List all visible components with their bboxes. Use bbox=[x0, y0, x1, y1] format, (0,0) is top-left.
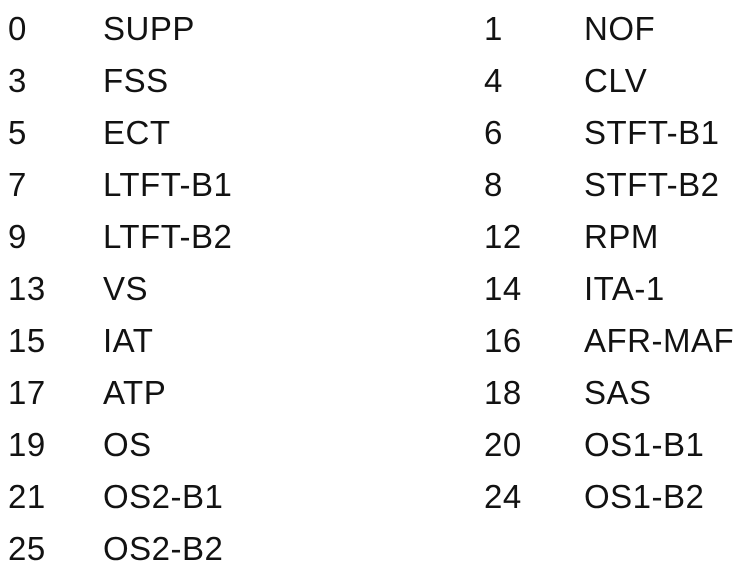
pid-number-left: 17 bbox=[8, 373, 46, 411]
pid-label-left: OS bbox=[103, 425, 152, 463]
pid-label-left: VS bbox=[103, 269, 149, 307]
table-row: 9 LTFT-B2 12 RPM bbox=[0, 210, 736, 262]
pid-label-right: ITA-1 bbox=[584, 269, 665, 307]
pid-number-right: 14 bbox=[484, 269, 522, 307]
pid-label-right: SAS bbox=[584, 373, 652, 411]
pid-label-right: CLV bbox=[584, 61, 648, 99]
pid-label-right: NOF bbox=[584, 9, 656, 47]
pid-number-right: 18 bbox=[484, 373, 522, 411]
pid-number-left: 13 bbox=[8, 269, 46, 307]
pid-label-right: AFR-MAF bbox=[584, 321, 735, 359]
pid-number-right: 16 bbox=[484, 321, 522, 359]
pid-number-right: 6 bbox=[484, 113, 503, 151]
table-row: 5 ECT 6 STFT-B1 bbox=[0, 106, 736, 158]
pid-number-left: 9 bbox=[8, 217, 27, 255]
pid-number-left: 0 bbox=[8, 9, 27, 47]
pid-label-left: LTFT-B2 bbox=[103, 217, 233, 255]
pid-label-left: OS2-B2 bbox=[103, 529, 224, 567]
pid-label-right: OS1-B1 bbox=[584, 425, 705, 463]
pid-label-left: LTFT-B1 bbox=[103, 165, 233, 203]
pid-number-right: 1 bbox=[484, 9, 503, 47]
pid-label-right: STFT-B2 bbox=[584, 165, 720, 203]
table-row: 17 ATP 18 SAS bbox=[0, 366, 736, 418]
pid-number-left: 7 bbox=[8, 165, 27, 203]
pid-number-right: 8 bbox=[484, 165, 503, 203]
pid-number-left: 19 bbox=[8, 425, 46, 463]
pid-label-left: IAT bbox=[103, 321, 154, 359]
pid-number-right: 4 bbox=[484, 61, 503, 99]
table-row: 7 LTFT-B1 8 STFT-B2 bbox=[0, 158, 736, 210]
table-row: 19 OS 20 OS1-B1 bbox=[0, 418, 736, 470]
pid-label-right: RPM bbox=[584, 217, 659, 255]
pid-number-left: 3 bbox=[8, 61, 27, 99]
pid-label-right: OS1-B2 bbox=[584, 477, 705, 515]
pid-number-right: 12 bbox=[484, 217, 522, 255]
table-row: 0 SUPP 1 NOF bbox=[0, 2, 736, 54]
table-row: 3 FSS 4 CLV bbox=[0, 54, 736, 106]
pid-number-left: 25 bbox=[8, 529, 46, 567]
pid-label-right: STFT-B1 bbox=[584, 113, 720, 151]
pid-label-left: SUPP bbox=[103, 9, 195, 47]
pid-number-left: 5 bbox=[8, 113, 27, 151]
pid-number-right: 20 bbox=[484, 425, 522, 463]
pid-label-left: FSS bbox=[103, 61, 169, 99]
pid-label-left: ECT bbox=[103, 113, 171, 151]
pid-number-left: 21 bbox=[8, 477, 46, 515]
pid-number-right: 24 bbox=[484, 477, 522, 515]
table-row: 25 OS2-B2 bbox=[0, 522, 736, 574]
pid-label-left: OS2-B1 bbox=[103, 477, 224, 515]
table-row: 21 OS2-B1 24 OS1-B2 bbox=[0, 470, 736, 522]
pid-number-left: 15 bbox=[8, 321, 46, 359]
table-row: 15 IAT 16 AFR-MAF bbox=[0, 314, 736, 366]
pid-label-left: ATP bbox=[103, 373, 167, 411]
table-row: 13 VS 14 ITA-1 bbox=[0, 262, 736, 314]
